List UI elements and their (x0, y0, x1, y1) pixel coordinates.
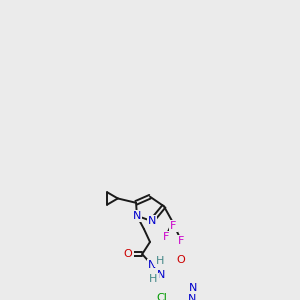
Text: N: N (133, 211, 141, 221)
Text: N: N (157, 270, 166, 280)
Text: F: F (178, 236, 184, 246)
Text: O: O (124, 249, 133, 259)
Text: H: H (149, 274, 158, 284)
Text: F: F (170, 221, 177, 231)
Text: N: N (148, 260, 156, 270)
Text: F: F (163, 232, 169, 242)
Text: N: N (188, 294, 196, 300)
Text: O: O (176, 255, 185, 265)
Text: N: N (188, 283, 197, 293)
Text: Cl: Cl (156, 293, 167, 300)
Text: H: H (155, 256, 164, 266)
Text: N: N (148, 216, 156, 226)
